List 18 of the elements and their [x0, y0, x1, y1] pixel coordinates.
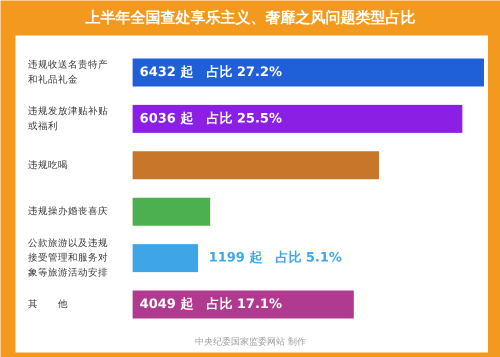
y-tick-label: 违规发放津贴补贴或福利 [28, 104, 108, 132]
data-label: 6036 起 占比 25.5% [140, 111, 282, 126]
y-tick-label: 其 他 [28, 298, 68, 310]
y-tick-label: 违规收送名贵特产和礼品礼金 [28, 58, 108, 86]
bar [132, 290, 354, 318]
data-label: 6432 起 占比 27.2% [140, 65, 282, 80]
data-label: 4049 起 占比 17.1% [140, 297, 282, 312]
bar [132, 151, 379, 180]
y-tick-label: 违规操办婚丧喜庆 [28, 205, 108, 218]
text: 中央纪委国家监委网站 制作 [195, 336, 306, 348]
bar [132, 104, 462, 133]
chart-title: 上半年全国查处享乐主义、奢靡之风问题类型占比 [84, 8, 416, 26]
y-tick-label: 公款旅游以及违规接受管理和服务对象等旅游活动安排 [28, 236, 108, 278]
bar [132, 198, 210, 226]
bar [132, 58, 484, 86]
y-tick-label: 违规吃喝 [28, 158, 68, 171]
data-label: 1199 起 占比 5.1% [208, 250, 342, 266]
bar [132, 244, 198, 272]
